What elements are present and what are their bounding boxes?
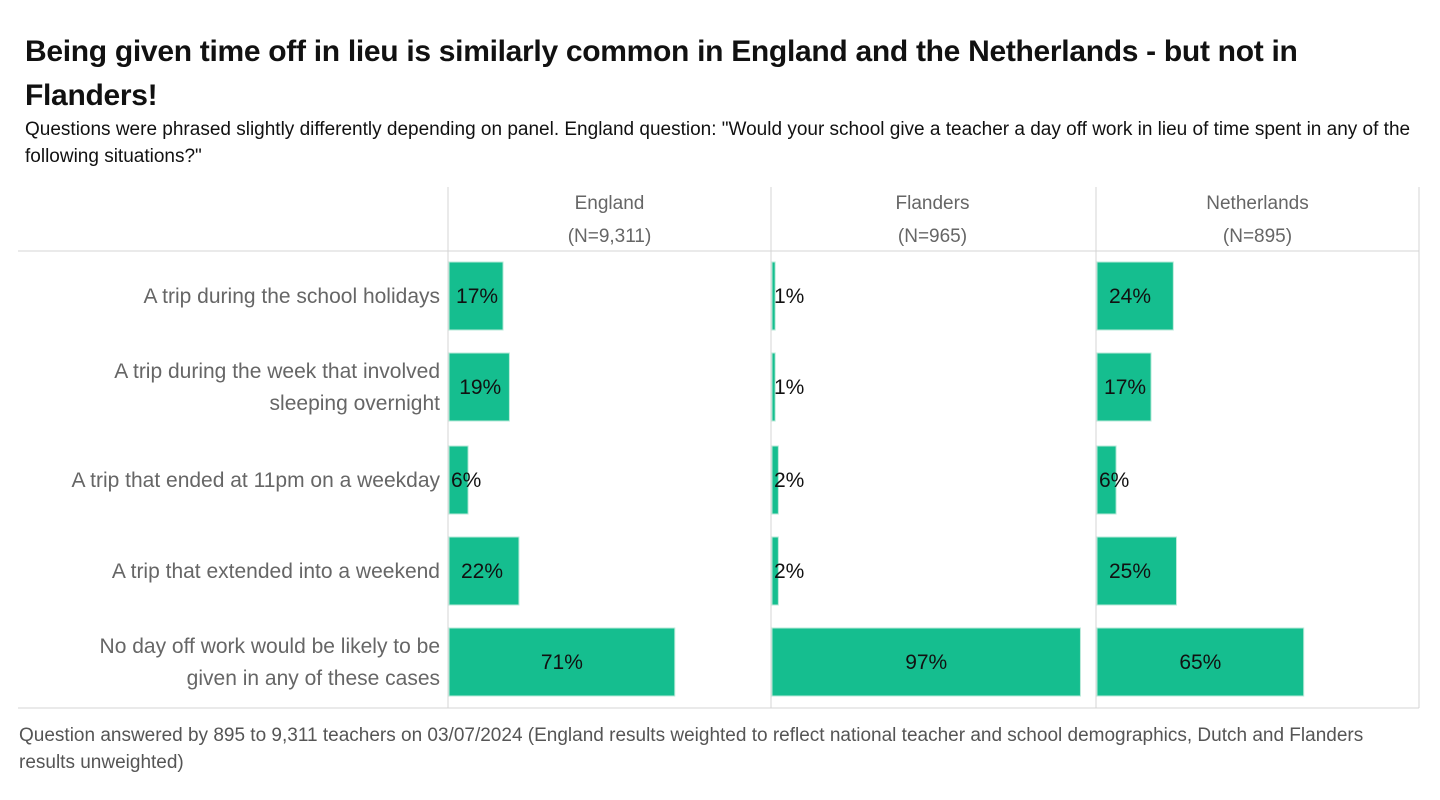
data-label: 19%	[459, 376, 501, 399]
data-label: 97%	[905, 651, 947, 674]
data-label: 65%	[1179, 651, 1221, 674]
bar	[448, 536, 520, 606]
panel-title: England	[575, 193, 645, 214]
data-label: 22%	[461, 560, 503, 583]
data-label: 2%	[774, 469, 804, 492]
data-label: 2%	[774, 560, 804, 583]
data-label: 17%	[1104, 376, 1146, 399]
chart-footnote: Question answered by 895 to 9,311 teache…	[19, 725, 1364, 773]
data-label: 24%	[1109, 285, 1151, 308]
bar	[1096, 352, 1152, 422]
bar	[1096, 627, 1305, 697]
bar	[771, 352, 776, 422]
panel-sample-size: (N=895)	[1223, 226, 1292, 247]
category-label: A trip during the school holidays	[143, 285, 440, 308]
bar	[1096, 536, 1177, 606]
chart-title: Being given time off in lieu is similarl…	[25, 35, 1298, 112]
category-label: given in any of these cases	[187, 667, 440, 690]
bar	[771, 536, 779, 606]
bar	[1096, 261, 1174, 331]
data-label: 71%	[541, 651, 583, 674]
data-label: 6%	[1099, 469, 1129, 492]
data-label: 1%	[774, 376, 804, 399]
category-label: A trip that ended at 11pm on a weekday	[71, 469, 440, 492]
bar	[771, 261, 776, 331]
bar	[771, 627, 1081, 697]
category-label: sleeping overnight	[270, 392, 441, 415]
panel-sample-size: (N=965)	[898, 226, 967, 247]
chart-subtitle: Questions were phrased slightly differen…	[25, 119, 1411, 167]
bar	[448, 352, 510, 422]
category-label: A trip during the week that involved	[114, 360, 440, 383]
category-label: No day off work would be likely to be	[100, 635, 440, 658]
panel-title: Netherlands	[1206, 193, 1308, 214]
bar	[448, 261, 504, 331]
data-label: 17%	[456, 285, 498, 308]
data-label: 25%	[1109, 560, 1151, 583]
bar	[1096, 445, 1117, 515]
panel-sample-size: (N=9,311)	[568, 226, 652, 247]
panel-title: Flanders	[896, 193, 970, 214]
category-label: A trip that extended into a weekend	[112, 560, 440, 583]
bar	[448, 445, 469, 515]
bar	[771, 445, 779, 515]
data-label: 1%	[774, 285, 804, 308]
bar	[448, 627, 676, 697]
data-label: 6%	[451, 469, 481, 492]
